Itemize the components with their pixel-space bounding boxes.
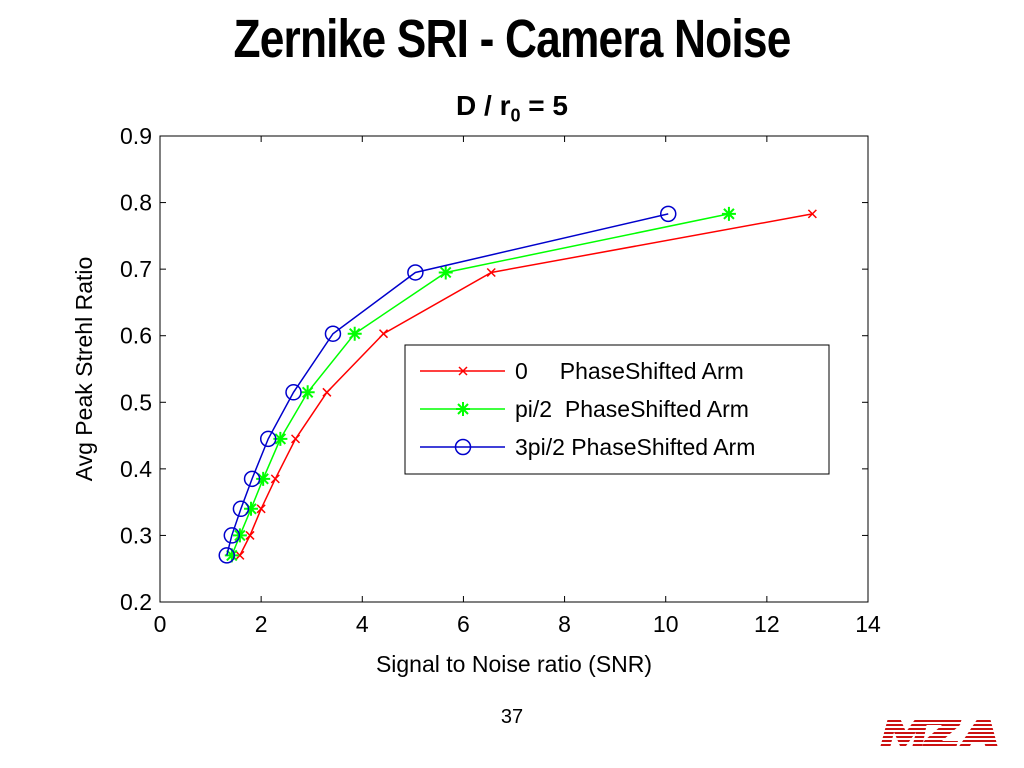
data-point [324, 325, 342, 342]
x-tick-label: 2 [255, 611, 268, 637]
mza-logo [880, 718, 998, 748]
subtitle-tail: = 5 [520, 90, 568, 121]
series-layer [218, 205, 817, 564]
data-point [243, 470, 261, 488]
data-point [224, 548, 239, 563]
page-number: 37 [500, 706, 524, 728]
data-point [256, 471, 271, 486]
legend-marker [454, 438, 472, 456]
legend-entry-1: pi/2 PhaseShifted Arm [420, 396, 749, 422]
legend-label: 0 PhaseShifted Arm [515, 358, 744, 384]
data-point [807, 209, 817, 219]
data-point [721, 206, 736, 221]
y-tick-label: 0.4 [120, 456, 152, 482]
line-chart: 0 2 4 6 8 10 12 14 0.2 0.3 0.4 0.5 0.6 0.7 0.8 0.9 Sign… [71, 123, 881, 677]
y-tick-label: 0.8 [120, 190, 152, 216]
y-tick-label: 0.9 [120, 123, 152, 149]
slide-title: Zernike SRI - Camera Noise [233, 9, 791, 69]
subtitle-main: D / r [456, 90, 511, 121]
legend-marker [456, 402, 470, 416]
data-point [322, 387, 332, 397]
data-point [659, 205, 677, 223]
data-point [270, 474, 280, 484]
legend-label: 3pi/2 PhaseShifted Arm [515, 434, 755, 460]
y-tick-label: 0.5 [120, 389, 152, 415]
y-tick-label: 0.7 [120, 256, 152, 282]
x-tick-label: 12 [754, 611, 780, 637]
series-0 [235, 209, 817, 560]
data-point [218, 547, 236, 564]
y-tick-label: 0.2 [120, 589, 152, 615]
data-point [438, 265, 453, 280]
legend: 0 PhaseShifted Arm pi/2 PhaseShifted Arm 3… [404, 344, 830, 475]
x-axis-label: Signal to Noise ratio (SNR) [376, 651, 652, 677]
x-tick-label: 8 [558, 611, 571, 637]
y-axis-label: Avg Peak Strehl Ratio [71, 257, 97, 482]
x-tick-label: 14 [855, 611, 881, 637]
data-point [347, 326, 362, 341]
data-point [245, 530, 255, 540]
legend-label: pi/2 PhaseShifted Arm [515, 396, 749, 422]
data-point [291, 434, 301, 444]
data-point [378, 329, 389, 339]
data-point [235, 550, 245, 560]
series-2 [218, 205, 677, 564]
chart-subtitle: D / r0 = 5 [0, 90, 1024, 127]
legend-entry-0: 0 PhaseShifted Arm [420, 358, 744, 384]
data-point [486, 267, 496, 278]
data-point [285, 384, 302, 401]
y-tick-label: 0.6 [120, 323, 152, 349]
legend-entry-2: 3pi/2 PhaseShifted Arm [420, 434, 755, 460]
axis-ticks: 0 2 4 6 8 10 12 14 0.2 0.3 0.4 0.5 0.6 0.7 0.8 0.9 [120, 123, 881, 637]
x-tick-label: 0 [154, 611, 167, 637]
data-point [259, 430, 277, 448]
x-tick-label: 6 [457, 611, 470, 637]
legend-marker [458, 366, 468, 376]
data-point [232, 500, 250, 518]
data-point [223, 527, 241, 544]
subtitle-subscript: 0 [510, 105, 521, 126]
x-tick-label: 10 [653, 611, 679, 637]
data-point [300, 385, 315, 400]
data-point [256, 504, 266, 514]
data-point [244, 501, 259, 516]
data-point [407, 264, 424, 281]
data-point [273, 431, 288, 446]
series-line [226, 213, 669, 556]
x-tick-label: 4 [356, 611, 369, 637]
y-tick-label: 0.3 [120, 522, 152, 548]
